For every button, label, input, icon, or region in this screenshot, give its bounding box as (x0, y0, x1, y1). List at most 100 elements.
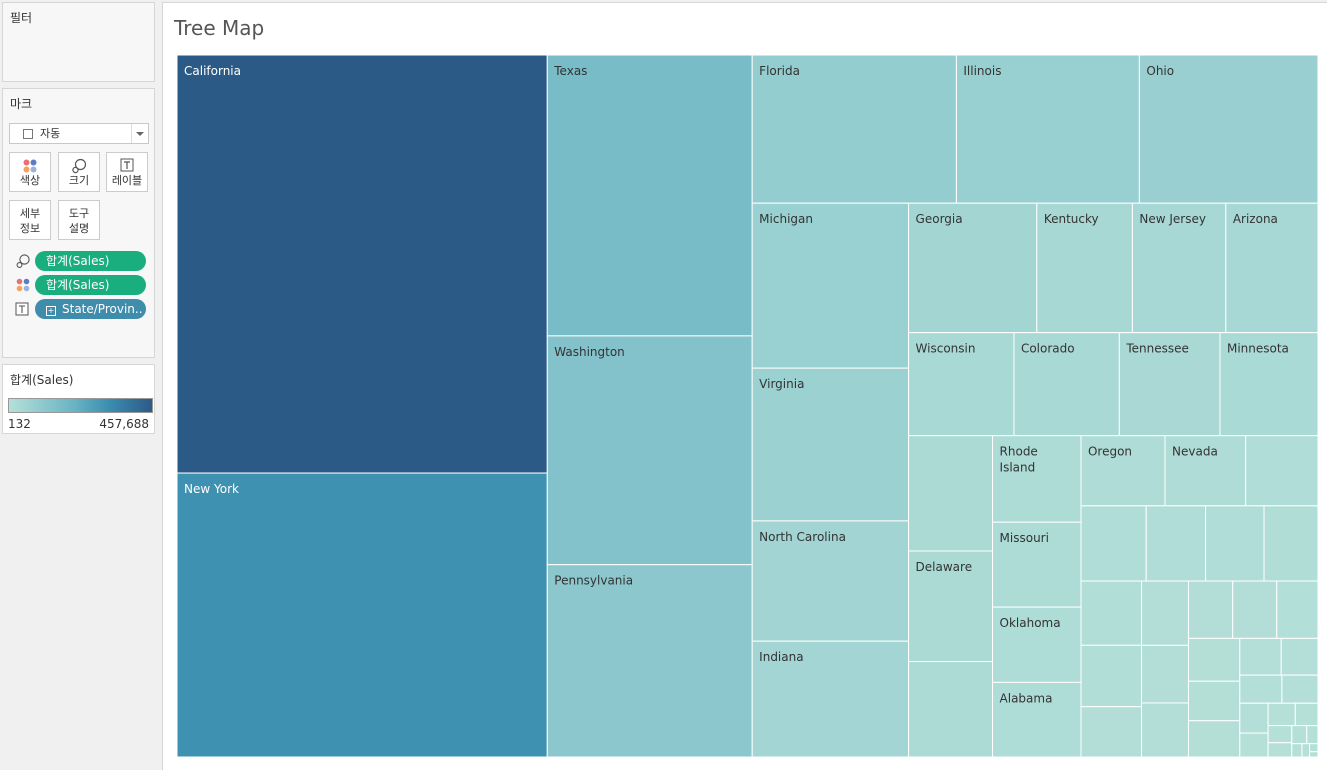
treemap-cell[interactable]: Rhode Island (992, 435, 1082, 523)
treemap-rect[interactable] (992, 521, 1082, 608)
treemap-cell[interactable] (1306, 725, 1318, 745)
treemap-rect[interactable] (1239, 637, 1282, 676)
treemap-rect[interactable] (751, 367, 910, 522)
treemap-cell[interactable] (1141, 644, 1189, 704)
treemap-rect[interactable] (751, 55, 957, 204)
treemap-cell[interactable] (1294, 702, 1318, 727)
treemap-rect[interactable] (1205, 505, 1265, 582)
treemap-rect[interactable] (751, 640, 910, 757)
color-button[interactable]: 색상 (9, 152, 51, 192)
tooltip-button[interactable]: 도구 설명 (58, 200, 100, 240)
treemap-rect[interactable] (1267, 742, 1293, 757)
treemap-cell[interactable] (1239, 637, 1282, 676)
treemap-rect[interactable] (1164, 435, 1247, 507)
treemap-rect[interactable] (1239, 674, 1283, 704)
treemap-rect[interactable] (1309, 743, 1318, 753)
treemap-cell[interactable] (1239, 674, 1283, 704)
treemap-cell[interactable]: Indiana (751, 640, 910, 757)
treemap-rect[interactable] (1187, 637, 1241, 682)
treemap-cell[interactable]: California (177, 55, 548, 474)
treemap-cell[interactable] (1239, 732, 1269, 757)
treemap-rect[interactable] (1239, 732, 1269, 757)
treemap-rect[interactable] (1013, 332, 1120, 437)
label-button[interactable]: 레이블 (106, 152, 148, 192)
treemap-rect[interactable] (908, 332, 1015, 437)
treemap-cell[interactable] (1301, 743, 1311, 757)
treemap-rect[interactable] (546, 564, 753, 757)
treemap-cell[interactable] (1080, 644, 1143, 708)
treemap-cell[interactable]: Illinois (955, 55, 1140, 204)
treemap-rect[interactable] (992, 435, 1082, 523)
treemap-rect[interactable] (1141, 580, 1189, 646)
mark-type-dropdown[interactable]: 자동 (9, 123, 149, 144)
treemap-cell[interactable]: New Jersey (1131, 202, 1227, 334)
treemap-rect[interactable] (1301, 743, 1311, 757)
treemap-cell[interactable] (1267, 702, 1296, 727)
treemap-rect[interactable] (908, 202, 1038, 334)
treemap-rect[interactable] (177, 472, 548, 757)
treemap-cell[interactable] (908, 435, 994, 552)
treemap-rect[interactable] (908, 435, 994, 552)
treemap-cell[interactable] (1309, 751, 1318, 757)
treemap-cell[interactable]: Alabama (992, 681, 1082, 757)
treemap-cell[interactable] (1141, 580, 1189, 646)
treemap-cell[interactable] (1245, 435, 1318, 507)
color-sales-pill[interactable]: 합계(Sales) (35, 275, 146, 295)
treemap-rect[interactable] (1263, 505, 1318, 582)
size-sales-pill[interactable]: 합계(Sales) (35, 251, 146, 271)
size-button[interactable]: 크기 (58, 152, 100, 192)
treemap-cell[interactable]: Delaware (908, 550, 994, 663)
treemap-rect[interactable] (1145, 505, 1207, 582)
treemap-rect[interactable] (1245, 435, 1318, 507)
treemap-cell[interactable]: Washington (546, 335, 753, 566)
filters-shelf[interactable]: 필터 (2, 2, 155, 82)
treemap-cell[interactable]: Wisconsin (908, 332, 1015, 437)
treemap-rect[interactable] (1281, 674, 1318, 704)
treemap-cell[interactable]: Arizona (1225, 202, 1318, 334)
treemap-rect[interactable] (1138, 55, 1318, 204)
treemap-cell[interactable]: Florida (751, 55, 957, 204)
treemap-rect[interactable] (1080, 580, 1143, 646)
treemap-cell[interactable] (1263, 505, 1318, 582)
treemap-rect[interactable] (1187, 720, 1241, 757)
treemap-rect[interactable] (177, 55, 548, 474)
treemap-rect[interactable] (1141, 644, 1189, 704)
treemap-cell[interactable] (1080, 580, 1143, 646)
treemap-cell[interactable]: Georgia (908, 202, 1038, 334)
treemap-cell[interactable] (1205, 505, 1265, 582)
treemap-cell[interactable] (1276, 580, 1318, 639)
plus-box-icon[interactable]: + (46, 306, 56, 316)
treemap-cell[interactable] (1291, 743, 1303, 757)
treemap-rect[interactable] (546, 335, 753, 566)
treemap-rect[interactable] (1080, 505, 1147, 582)
treemap-rect[interactable] (1080, 706, 1143, 757)
treemap-cell[interactable]: New York (177, 472, 548, 757)
treemap-rect[interactable] (1276, 580, 1318, 639)
treemap-cell[interactable] (1187, 580, 1234, 639)
treemap-cell[interactable] (1141, 702, 1189, 757)
treemap-rect[interactable] (1080, 435, 1166, 507)
treemap-rect[interactable] (1118, 332, 1221, 437)
treemap-cell[interactable]: Oregon (1080, 435, 1166, 507)
treemap-rect[interactable] (751, 520, 910, 642)
treemap-rect[interactable] (1306, 725, 1318, 745)
state-province-pill[interactable]: + State/Provin.. (35, 299, 146, 319)
treemap-rect[interactable] (908, 550, 994, 663)
treemap-cell[interactable] (1291, 725, 1308, 745)
treemap-rect[interactable] (1239, 702, 1269, 734)
treemap-rect[interactable] (1141, 702, 1189, 757)
treemap-cell[interactable]: North Carolina (751, 520, 910, 642)
treemap-rect[interactable] (1036, 202, 1133, 334)
treemap-rect[interactable] (1267, 725, 1293, 744)
treemap-cell[interactable]: Nevada (1164, 435, 1247, 507)
treemap-rect[interactable] (546, 55, 753, 337)
treemap-rect[interactable] (1232, 580, 1278, 639)
treemap-rect[interactable] (1187, 680, 1241, 722)
treemap-cell[interactable]: Michigan (751, 202, 910, 369)
treemap-cell[interactable] (1280, 637, 1318, 676)
treemap-cell[interactable] (1232, 580, 1278, 639)
treemap-cell[interactable] (908, 661, 994, 757)
treemap-cell[interactable]: Ohio (1138, 55, 1318, 204)
treemap-rect[interactable] (1267, 702, 1296, 727)
treemap-cell[interactable] (1281, 674, 1318, 704)
